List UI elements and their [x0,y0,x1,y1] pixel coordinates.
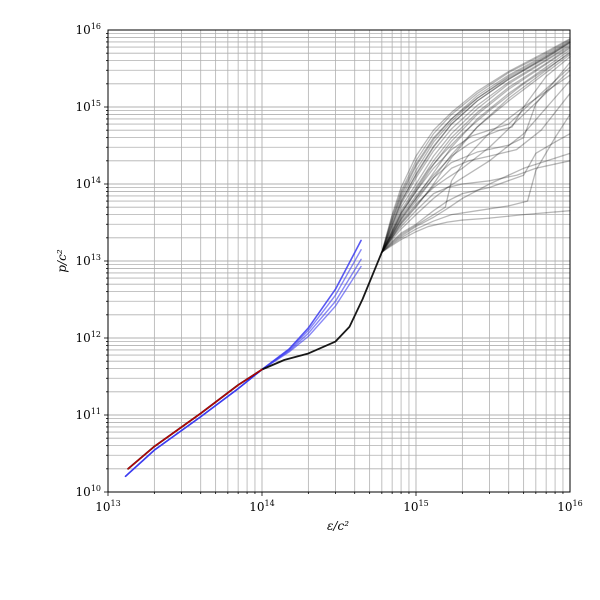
series-line-black [381,49,571,253]
x-tick-label: 1013 [95,499,120,514]
series-line-black [381,51,571,253]
series-line-black [381,61,571,253]
series-line-black [381,74,571,253]
series-line-black [381,46,571,253]
series-line-black [381,47,571,253]
y-tick-label: 1015 [76,99,101,114]
series-line-black [381,39,571,253]
series-line-black [381,66,571,253]
series-line-black [381,56,571,253]
axis-ticks [104,33,564,496]
series-line-black [381,41,571,253]
x-axis-tick-labels: 1013 1014 1015 1016 [95,499,582,514]
y-tick-label: 1014 [76,176,101,191]
series-line-black [381,52,571,253]
series-line-black [381,41,571,253]
y-tick-label: 1011 [76,407,101,422]
y-tick-label: 1016 [76,22,101,37]
y-axis-tick-labels: 1010 1011 1012 1013 1014 1015 1016 [76,22,101,499]
series-line-black [381,92,571,253]
series-line-black [381,210,571,253]
series-line-black [381,133,571,253]
series-line-black [381,79,571,253]
y-tick-label: 1012 [76,330,101,345]
series-line-black [381,152,571,253]
series-line-black [381,43,571,253]
series-line-black [381,53,571,253]
series-line-black [381,69,571,253]
x-tick-label: 1016 [557,499,582,514]
series-line-black [381,42,571,253]
series-line-red [127,368,263,470]
plot-series [124,38,571,478]
series-line-black [381,40,571,253]
y-tick-label: 1013 [76,253,101,268]
series-line-black [381,38,571,253]
x-tick-label: 1014 [249,499,274,514]
series-line-black [381,45,571,253]
x-axis-label: ε/c² [327,519,349,533]
series-line-black [381,38,571,253]
y-axis-label: p/c² [55,249,69,272]
series-line-black [381,113,571,253]
y-tick-label: 1010 [76,484,101,499]
series-line-black [381,160,571,253]
x-tick-label: 1015 [403,499,428,514]
